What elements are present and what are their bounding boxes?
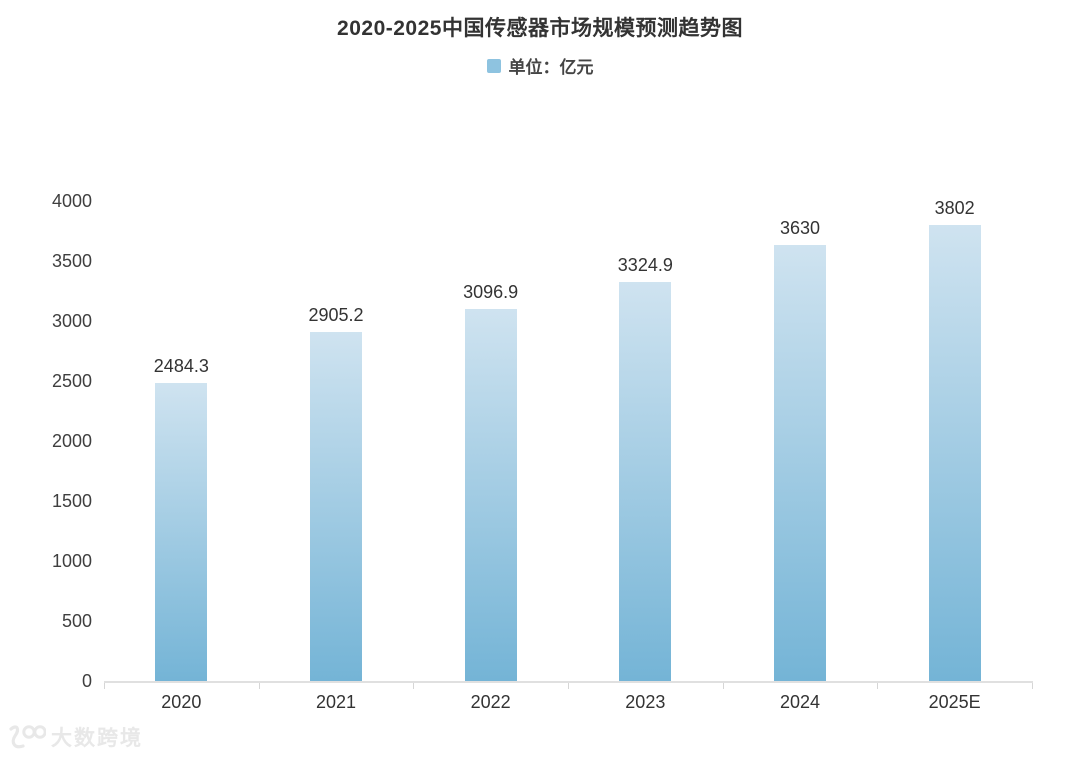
y-axis-tick-label: 4000 bbox=[51, 191, 92, 211]
bar-value-label: 2484.3 bbox=[153, 355, 209, 376]
x-axis-tick bbox=[722, 683, 724, 689]
y-axis-tick-label: 500 bbox=[61, 611, 92, 631]
x-axis-category-label: 2025E bbox=[928, 692, 981, 712]
bar-value-label: 3096.9 bbox=[463, 282, 519, 303]
bar-2020 bbox=[155, 382, 208, 681]
legend[interactable]: 单位：亿元 bbox=[0, 53, 1080, 78]
bar-value-label: 3324.9 bbox=[617, 255, 673, 275]
x-axis-category-label: 2024 bbox=[779, 692, 821, 712]
bar-value-label: 3630 bbox=[779, 218, 821, 239]
x-axis-tick bbox=[1032, 683, 1033, 689]
bar-2025E bbox=[928, 224, 981, 681]
x-axis-tick bbox=[568, 683, 569, 689]
x-axis-category-label: 2021 bbox=[315, 692, 357, 712]
y-axis-tick-label: 3000 bbox=[51, 311, 92, 331]
x-axis-tick bbox=[104, 683, 105, 689]
x-axis-tick bbox=[877, 683, 879, 689]
x-axis-category-label: 2020 bbox=[161, 692, 202, 712]
y-axis-tick-label: 2000 bbox=[51, 431, 92, 451]
watermark: 大数跨境 bbox=[4, 722, 143, 752]
x-axis-tick bbox=[413, 683, 415, 689]
bar-2021 bbox=[310, 332, 362, 681]
watermark-100-logo-icon bbox=[4, 722, 46, 752]
watermark-text: 大数跨境 bbox=[51, 727, 143, 750]
x-axis-line bbox=[104, 681, 1033, 683]
y-axis-tick-label: 3500 bbox=[51, 251, 92, 271]
y-axis-tick-label: 1500 bbox=[51, 491, 92, 511]
legend-label: 单位：亿元 bbox=[508, 58, 594, 77]
chart-title: 2020-2025中国传感器市场规模预测趋势图 bbox=[337, 17, 743, 40]
y-axis-tick-label: 2500 bbox=[51, 371, 92, 391]
bar-value-label: 3802 bbox=[934, 197, 975, 218]
legend-swatch-icon bbox=[486, 58, 501, 73]
x-axis-category-label: 2023 bbox=[625, 692, 666, 712]
bar-2022 bbox=[464, 309, 517, 681]
bar-value-label: 2905.2 bbox=[308, 305, 364, 326]
x-axis-tick bbox=[258, 683, 260, 689]
y-axis-tick-label: 1000 bbox=[51, 551, 92, 571]
bar-2024 bbox=[774, 245, 826, 681]
bar-2023 bbox=[619, 282, 672, 681]
y-axis-tick-label: 0 bbox=[81, 671, 92, 691]
x-axis-category-label: 2022 bbox=[470, 692, 511, 712]
